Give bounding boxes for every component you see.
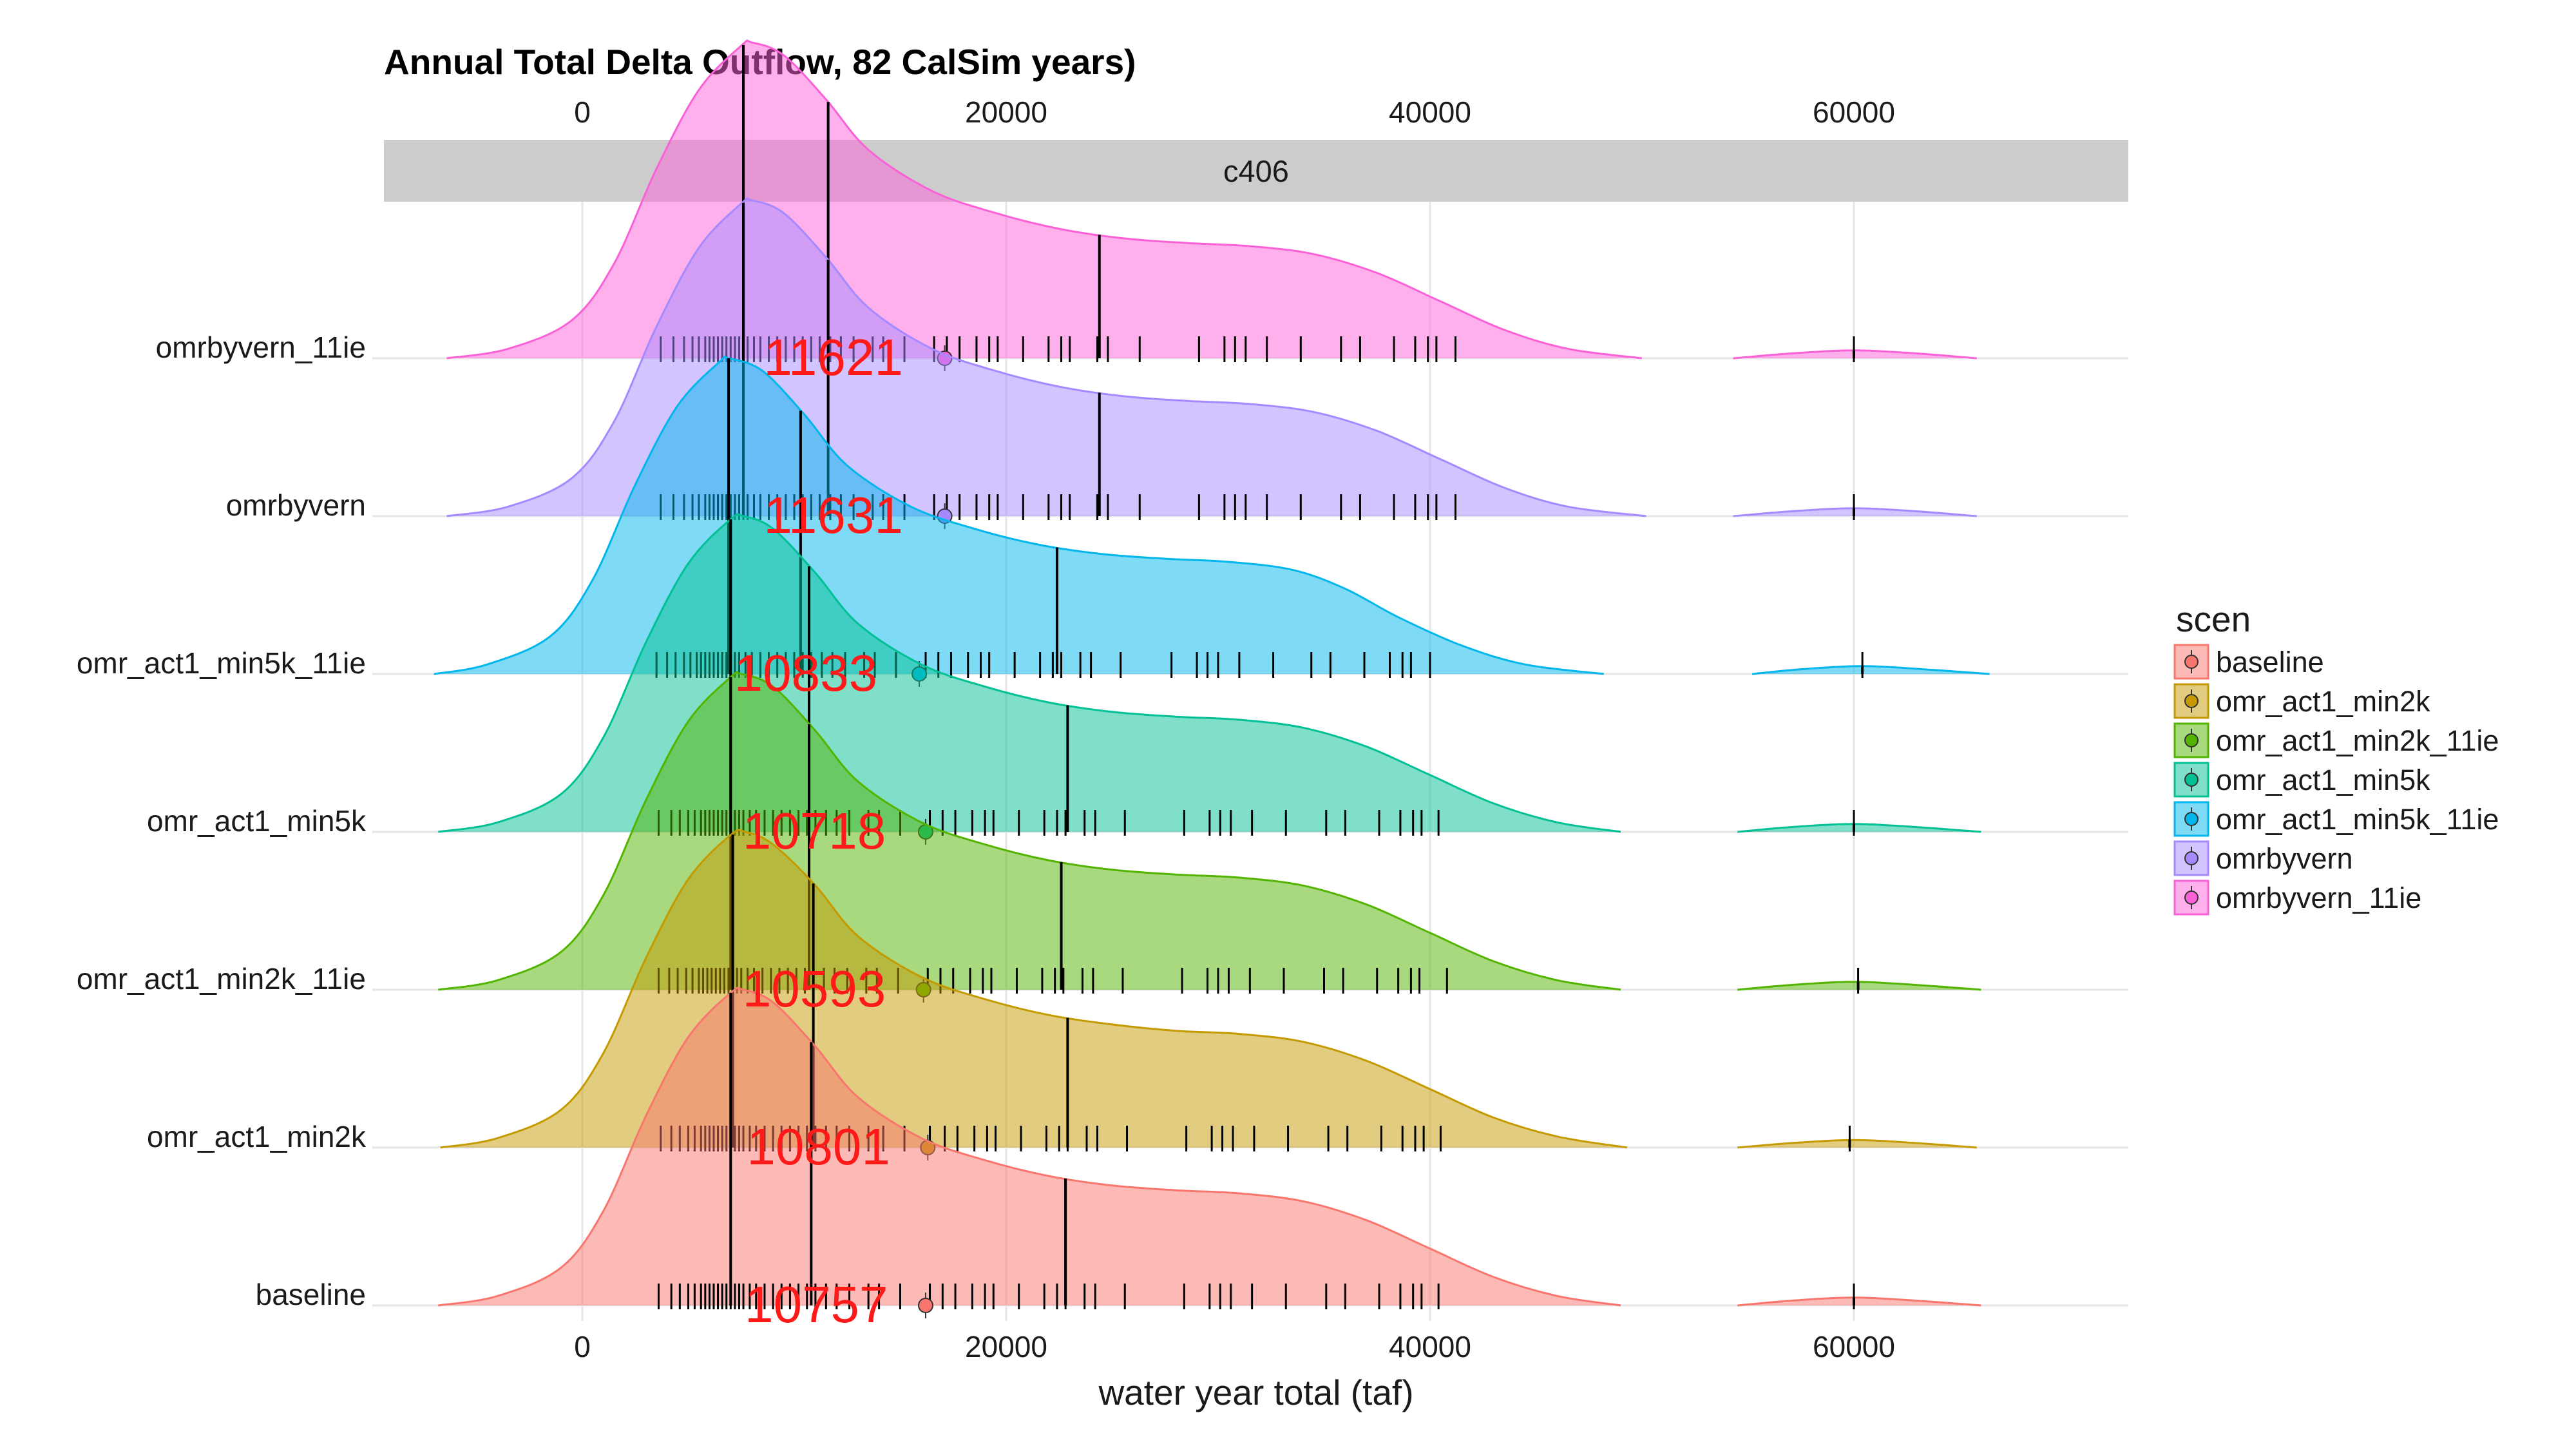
legend-point [2184,733,2199,747]
legend-item: omr_act1_min2k_11ie [2173,722,2499,758]
density-outline [438,986,1621,1307]
legend-item: omrbyvern_11ie [2173,880,2421,916]
density-outline [1737,981,1981,991]
ridge-baseline [438,986,1981,1318]
density-area [438,987,1621,1305]
x-tick-label-bottom: 40000 [1389,1330,1471,1363]
density-area [1737,1297,1981,1305]
ridges [434,39,1990,1318]
legend-item: omr_act1_min2k [2173,683,2430,719]
legend-item: omr_act1_min5k [2173,762,2430,798]
density-outline [446,39,1643,360]
density-area [1752,666,1990,674]
legend-label: omr_act1_min2k_11ie [2216,724,2499,757]
median-label: 10833 [734,644,877,702]
legend-label: baseline [2216,646,2324,678]
median-labels: 11621 11631 10833 10718 10593 10801 10757 [734,329,903,1333]
x-tick-label-top: 0 [574,95,591,129]
legend-point [2184,655,2199,669]
legend-label: omrbyvern_11ie [2216,881,2421,914]
y-tick-label: omrbyvern [226,488,366,522]
density-outline [438,671,1621,991]
median-label: 10757 [745,1276,888,1333]
mean-point [917,1298,933,1313]
y-axis: omrbyvern_11ie omrbyvern omr_act1_min5k_11… [77,331,367,1311]
median-label: 10593 [743,960,886,1017]
x-tick-label-bottom: 0 [574,1330,591,1363]
density-outline [440,829,1628,1149]
x-axis-top: 0 20000 40000 60000 [574,95,1895,129]
legend-label: omr_act1_min5k [2216,764,2430,796]
density-outline [434,355,1604,675]
x-tick-label-top: 60000 [1813,95,1895,129]
legend-point [2184,851,2199,865]
y-tick-label: omrbyvern_11ie [156,331,366,364]
facet-label: c406 [1223,154,1289,188]
legend-item: omr_act1_min5k_11ie [2173,801,2499,837]
median-label: 11631 [763,486,903,544]
density-outline [1737,1139,1977,1149]
x-tick-label-top: 40000 [1389,95,1471,129]
x-tick-label-bottom: 20000 [965,1330,1047,1363]
legend-point [2184,773,2199,787]
y-tick-label: omr_act1_min5k_11ie [77,646,366,680]
median-label: 11621 [763,329,903,386]
legend-point [2184,694,2199,708]
x-axis-bottom: 0 20000 40000 60000 [574,1330,1895,1363]
x-tick-label-top: 20000 [965,95,1047,129]
median-label: 10718 [743,802,886,860]
legend-label: omrbyvern [2216,842,2353,875]
density-outline [446,197,1646,517]
density-area [1737,1140,1977,1148]
median-label: 10801 [747,1118,890,1175]
legend-label: omr_act1_min5k_11ie [2216,803,2499,836]
legend-item: baseline [2173,644,2324,680]
y-tick-label: omr_act1_min2k [147,1120,367,1153]
legend: scen baseline omr_act1_min2k omr_act1_min2… [2173,599,2499,916]
x-axis-title: water year total (taf) [1098,1372,1413,1412]
y-tick-label: omr_act1_min2k_11ie [77,962,366,996]
legend-point [2184,890,2199,905]
legend-label: omr_act1_min2k [2216,685,2430,718]
legend-point [2184,812,2199,826]
x-tick-label-bottom: 60000 [1813,1330,1895,1363]
legend-title: scen [2176,599,2251,639]
density-outline [438,513,1621,833]
y-tick-label: omr_act1_min5k [147,804,367,838]
legend-item: omrbyvern [2173,840,2353,876]
y-tick-label: baseline [256,1278,366,1311]
density-area [1737,823,1981,832]
